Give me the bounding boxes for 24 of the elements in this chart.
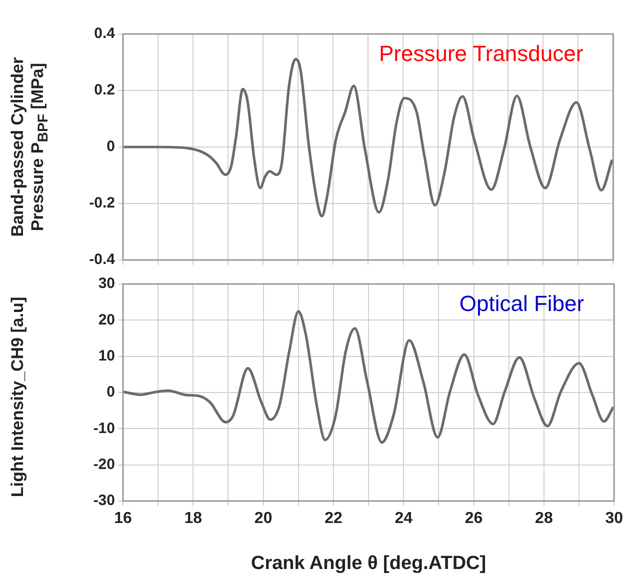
y-tick-label: 0.2: [94, 82, 115, 99]
y-tick-label: -0.4: [89, 251, 116, 268]
y-tick-label: -30: [93, 492, 115, 510]
y-tick-label: -20: [93, 456, 115, 473]
y-tick-label: 20: [98, 311, 115, 328]
y-tick-label: 0.4: [94, 25, 116, 42]
x-tick-label: 28: [535, 510, 553, 528]
x-axis-title: Crank Angle θ [deg.ATDC]: [250, 552, 486, 574]
annotation: Pressure Transducer: [378, 41, 584, 66]
y-tick-label: -0.2: [89, 194, 115, 212]
y-tick-label: 30: [98, 275, 115, 292]
x-tick-label: 22: [324, 510, 342, 528]
y-tick-label: -10: [93, 420, 115, 437]
x-tick-label: 16: [114, 510, 132, 528]
x-tick-label: 20: [254, 510, 272, 528]
x-tick-label: 26: [464, 510, 483, 528]
x-tick-label: 30: [605, 510, 624, 528]
y-tick-label: 10: [98, 347, 115, 364]
y-tick-label: 0: [106, 138, 115, 156]
y-axis-title: Light Intensity_CH9 [a.u]: [8, 296, 28, 500]
x-tick-label: 24: [394, 510, 413, 528]
y-tick-label: 0: [106, 384, 115, 401]
x-tick-label: 18: [184, 510, 202, 528]
annotation: Optical Fiber: [459, 291, 584, 316]
